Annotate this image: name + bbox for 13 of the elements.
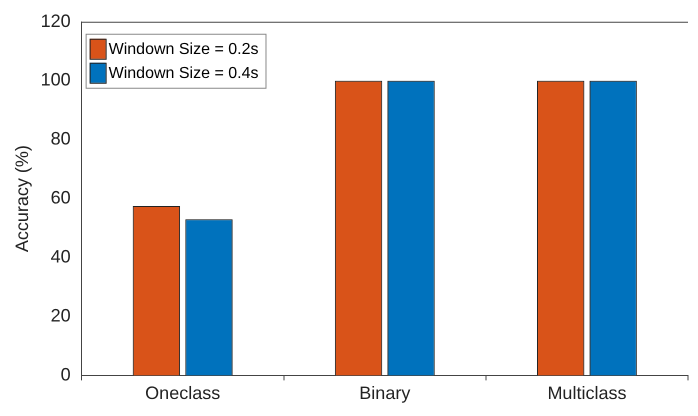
y-tick-label: 40 xyxy=(50,246,71,266)
y-tick-label: 100 xyxy=(40,70,71,90)
y-tick-label: 80 xyxy=(50,128,71,149)
x-tick-label: Binary xyxy=(359,383,410,404)
x-tick-label: Multiclass xyxy=(547,383,626,404)
y-tick-label: 20 xyxy=(50,305,71,326)
legend-label: Windown Size = 0.2s xyxy=(108,41,258,58)
y-tick-label: 120 xyxy=(40,10,71,31)
y-axis-title: Accuracy (%) xyxy=(12,145,32,252)
legend-label: Windown Size = 0.4s xyxy=(108,65,258,82)
x-tick-label: Oneclass xyxy=(145,383,220,404)
y-tick-label: 60 xyxy=(50,188,71,208)
y-tick-label: 0 xyxy=(60,364,71,384)
